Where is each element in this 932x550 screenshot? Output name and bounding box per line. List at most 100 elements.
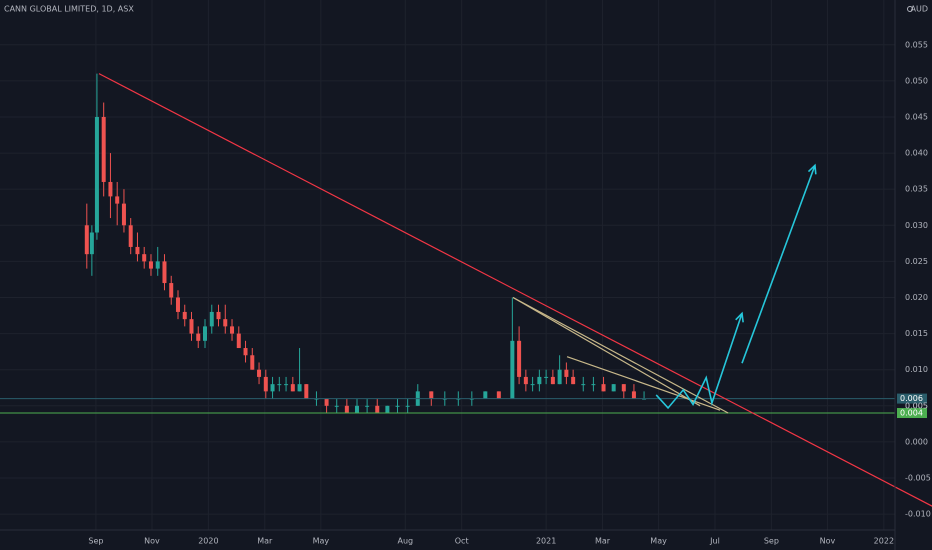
candle-body xyxy=(101,116,106,182)
candle-body xyxy=(517,340,522,377)
y-tick-label: 0.010 xyxy=(905,365,928,374)
candle-body xyxy=(496,391,501,399)
x-tick-label: 2021 xyxy=(536,537,556,546)
y-tick-label: 0.055 xyxy=(905,40,928,49)
x-tick-label: Nov xyxy=(144,537,160,546)
y-tick-label: 0.000 xyxy=(905,437,928,446)
candle-body xyxy=(601,384,606,392)
candle-body xyxy=(344,405,349,414)
candle-body xyxy=(196,333,201,341)
candle-body xyxy=(135,246,140,255)
trend-line xyxy=(98,73,932,507)
candle-body xyxy=(175,297,180,312)
trend-line xyxy=(512,296,729,414)
x-tick-label: Sep xyxy=(764,537,779,546)
candle-body xyxy=(155,261,160,269)
candle-body xyxy=(324,398,329,406)
trend-line xyxy=(741,165,816,364)
candle-body xyxy=(162,261,167,284)
y-tick-label: 0.030 xyxy=(905,221,928,230)
candle-body xyxy=(395,405,400,407)
x-tick-label: Jul xyxy=(709,537,720,546)
candle-body xyxy=(621,384,626,392)
candle-body xyxy=(537,376,542,385)
candle-body xyxy=(550,376,555,385)
candle-body xyxy=(284,384,289,386)
candle-body xyxy=(581,384,586,386)
candle-body xyxy=(223,319,228,327)
arrow-head xyxy=(735,311,744,323)
candle-body xyxy=(250,355,255,370)
candle-body xyxy=(557,369,562,385)
x-tick-label: Sep xyxy=(88,537,103,546)
candle-body xyxy=(564,369,569,377)
y-tick-label: -0.010 xyxy=(905,510,931,519)
x-tick-label: Oct xyxy=(455,537,469,546)
candle-body xyxy=(169,283,174,298)
candle-body xyxy=(405,405,410,407)
y-tick-label: 0.005 xyxy=(905,401,928,410)
y-tick-label: 0.020 xyxy=(905,293,928,302)
candle-body xyxy=(142,254,147,262)
candle-body xyxy=(510,340,515,399)
x-tick-label: Nov xyxy=(820,537,836,546)
x-tick-label: May xyxy=(650,537,667,546)
candle-body xyxy=(270,384,275,392)
chart-title: CANN GLOBAL LIMITED, 1D, ASX xyxy=(4,5,134,14)
y-tick-label: -0.005 xyxy=(905,474,931,483)
price-label: 0.005 xyxy=(905,401,928,410)
trend-line xyxy=(512,296,701,407)
candle-body xyxy=(571,376,576,385)
candle-body xyxy=(544,376,549,378)
candle-body xyxy=(115,196,120,204)
candle-body xyxy=(230,326,235,334)
candle-body xyxy=(236,333,241,349)
candle-body xyxy=(121,203,126,226)
candle-body xyxy=(94,116,99,233)
y-tick-label: 0.035 xyxy=(905,185,928,194)
candle-body xyxy=(148,261,153,269)
price-label-box xyxy=(897,408,927,419)
x-tick-label: Aug xyxy=(397,537,413,546)
candle-body xyxy=(257,369,262,377)
candle-body xyxy=(334,405,339,407)
candle-body xyxy=(189,319,194,334)
candle-body xyxy=(354,405,359,414)
y-tick-label: 0.045 xyxy=(905,112,928,121)
candle-body xyxy=(108,181,113,197)
candle-body xyxy=(243,348,248,356)
candle-body xyxy=(530,384,535,386)
candle-body xyxy=(84,225,89,255)
candle-body xyxy=(89,232,94,255)
candle-body xyxy=(631,391,636,399)
y-tick-label: 0.040 xyxy=(905,149,928,158)
candle-body xyxy=(429,391,434,399)
price-label: 0.004 xyxy=(900,409,923,418)
arrow-head xyxy=(807,163,817,175)
x-tick-label: May xyxy=(313,537,330,546)
candle-body xyxy=(297,384,302,392)
candle-body xyxy=(277,384,282,386)
candle-body xyxy=(263,376,268,392)
trend-line xyxy=(655,313,743,410)
candle-body xyxy=(523,376,528,385)
candle-body xyxy=(375,405,380,414)
currency-label: AUD xyxy=(911,5,929,14)
candle-body xyxy=(290,384,295,392)
y-tick-label: 0.050 xyxy=(905,76,928,85)
candle-body xyxy=(216,311,221,320)
candle-body xyxy=(591,384,596,386)
x-tick-label: 2022 xyxy=(874,537,894,546)
candle-body xyxy=(385,405,390,414)
candle-body xyxy=(304,384,309,399)
x-tick-label: 2020 xyxy=(198,537,218,546)
price-label-box xyxy=(897,393,927,404)
currency-icon[interactable] xyxy=(907,6,913,12)
candle-body xyxy=(128,225,133,247)
candle-body xyxy=(483,391,488,399)
candle-body xyxy=(209,311,214,327)
y-tick-label: 0.025 xyxy=(905,257,928,266)
